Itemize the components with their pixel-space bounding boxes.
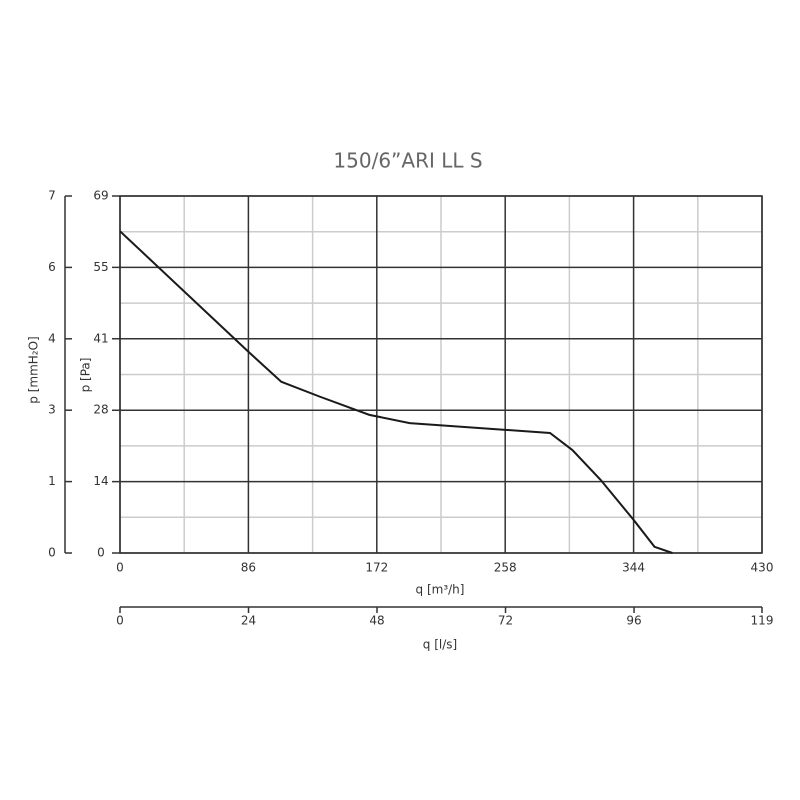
y-tick-label: 14 xyxy=(93,474,108,488)
x2-axis-label: q [l/s] xyxy=(423,638,457,652)
x2-tick-label: 0 xyxy=(116,614,124,628)
fan-curve xyxy=(119,230,673,554)
x-tick-label: 430 xyxy=(751,561,774,575)
x-tick-label: 344 xyxy=(622,561,645,575)
x-tick-label: 0 xyxy=(116,561,124,575)
y-tick-label: 69 xyxy=(93,189,108,203)
x-tick-label: 86 xyxy=(241,561,256,575)
y-tick-label: 55 xyxy=(93,260,108,274)
y-tick-label: 41 xyxy=(93,331,108,345)
y2-tick-label: 4 xyxy=(48,331,56,345)
x2-tick-label: 24 xyxy=(241,614,256,628)
y-tick-label: 28 xyxy=(93,403,108,417)
plot-frame xyxy=(119,195,763,554)
x2-tick-label: 72 xyxy=(498,614,513,628)
y2-tick-label: 1 xyxy=(48,474,56,488)
chart-title: 150/6”ARI LL S xyxy=(333,149,482,173)
y2-tick-label: 6 xyxy=(48,260,56,274)
y2-axis-label: p [mmH₂O] xyxy=(27,336,41,403)
x2-tick-label: 119 xyxy=(751,614,774,628)
y2-tick-label: 0 xyxy=(48,546,56,560)
x-axis-label: q [m³/h] xyxy=(416,583,465,597)
x2-tick-label: 48 xyxy=(369,614,384,628)
x-tick-label: 258 xyxy=(494,561,517,575)
y2-tick-label: 3 xyxy=(48,403,56,417)
x2-tick-label: 96 xyxy=(626,614,641,628)
y-tick-label: 0 xyxy=(97,546,105,560)
y-axis-label: p [Pa] xyxy=(79,358,93,393)
x-tick-label: 172 xyxy=(365,561,388,575)
y2-tick-label: 7 xyxy=(48,189,56,203)
